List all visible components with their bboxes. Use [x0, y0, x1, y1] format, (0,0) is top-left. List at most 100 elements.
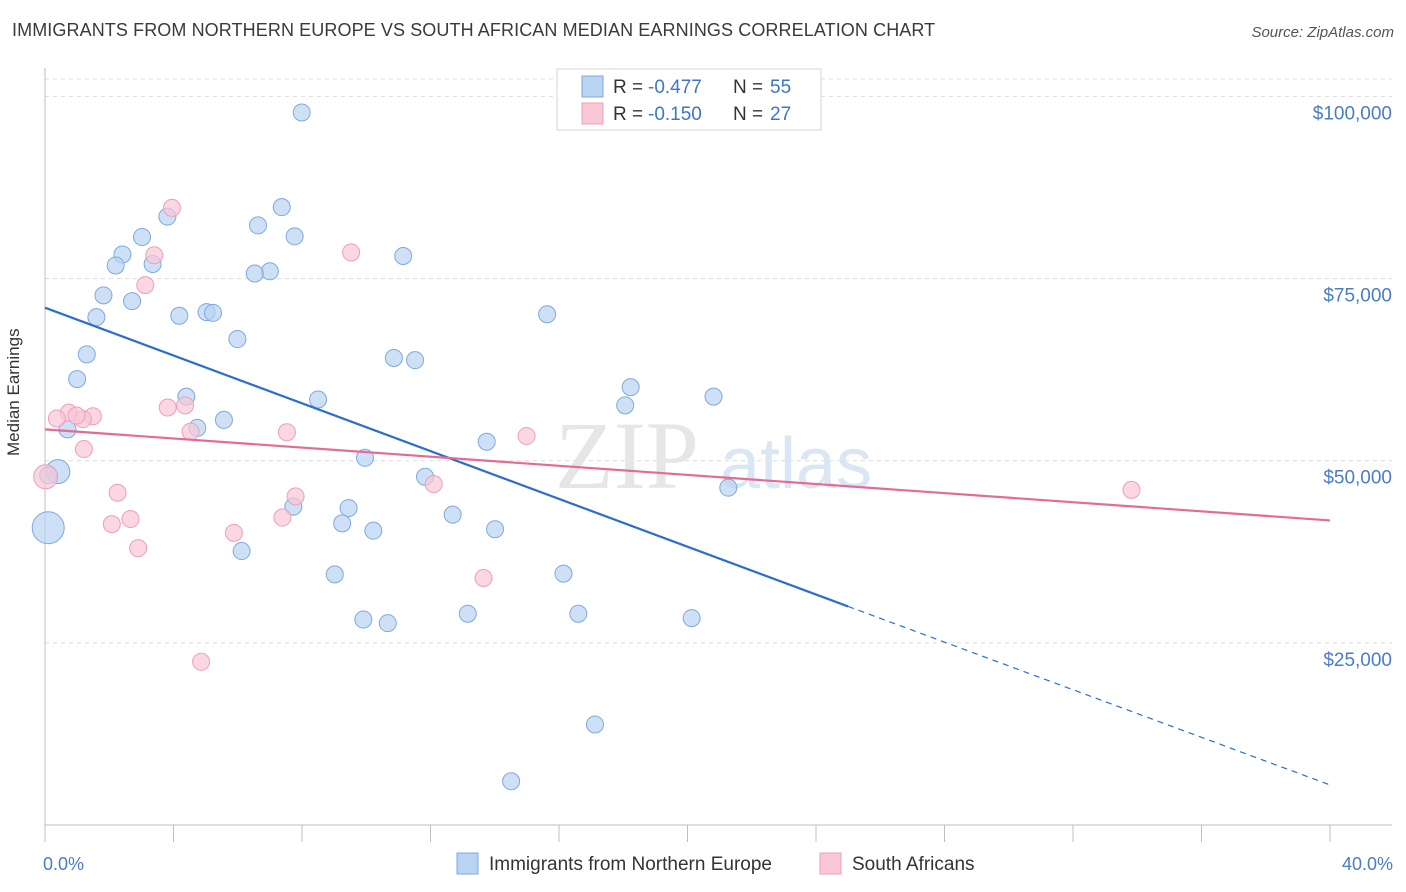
pink-point [474, 569, 493, 588]
legend-n-label-blue: N = [733, 77, 763, 98]
blue-point [31, 511, 65, 545]
blue-point [585, 715, 604, 734]
bottom-legend-swatch-blue [456, 852, 479, 875]
blue-point [502, 772, 521, 791]
legend-r-value-pink: -0.150 [648, 104, 702, 125]
blue-point [364, 521, 383, 540]
legend-swatch-blue [581, 75, 604, 98]
pink-point [181, 422, 200, 441]
blue-point [123, 292, 142, 311]
blue-point [214, 410, 233, 429]
y-tick-label: $25,000 [1323, 650, 1392, 671]
chart-title: IMMIGRANTS FROM NORTHERN EUROPE VS SOUTH… [12, 20, 936, 40]
pink-point [162, 198, 181, 217]
blue-point [378, 614, 397, 633]
blue-point [325, 565, 344, 584]
blue-point [569, 604, 588, 623]
pink-point [1122, 480, 1141, 499]
bottom-legend-swatch-pink [819, 852, 842, 875]
legend-swatch-pink [581, 102, 604, 125]
legend-n-label-pink: N = [733, 104, 763, 125]
y-tick-label: $75,000 [1323, 286, 1392, 307]
blue-trend-extension [847, 605, 1331, 786]
blue-point [384, 348, 403, 367]
pink-point [33, 464, 59, 490]
blue-point [443, 505, 462, 524]
blue-point [260, 262, 279, 281]
pink-point [286, 487, 305, 506]
blue-point [292, 103, 311, 122]
pink-point [192, 652, 211, 671]
blue-point [232, 542, 251, 561]
blue-point [133, 228, 152, 247]
blue-point [477, 432, 496, 451]
series-legend: Immigrants from Northern Europe South Af… [456, 852, 975, 875]
bottom-legend-label-blue: Immigrants from Northern Europe [489, 854, 772, 875]
blue-point [394, 246, 413, 265]
data-points [31, 103, 1141, 791]
legend-r-label-blue: R = [613, 77, 643, 98]
blue-point [538, 305, 557, 324]
pink-point [136, 276, 155, 295]
pink-point [102, 515, 121, 534]
pink-point [47, 409, 66, 428]
blue-point [285, 227, 304, 246]
blue-point [68, 370, 87, 389]
pink-point [342, 243, 361, 262]
blue-point [77, 345, 96, 364]
pink-point [273, 508, 292, 527]
blue-point [339, 499, 358, 518]
blue-point [354, 610, 373, 629]
blue-point [355, 448, 374, 467]
watermark: ZIP atlas [555, 402, 872, 509]
blue-point [458, 604, 477, 623]
blue-point [245, 264, 264, 283]
pink-point [158, 398, 177, 417]
axes [44, 68, 1392, 842]
blue-point [272, 198, 291, 217]
blue-point [406, 351, 425, 370]
pink-point [145, 246, 164, 265]
x-tick-label-start: 0.0% [43, 854, 84, 874]
pink-point [108, 483, 127, 502]
blue-point [616, 396, 635, 415]
blue-point [106, 256, 125, 275]
blue-point [248, 216, 267, 235]
y-tick-label: $50,000 [1323, 468, 1392, 489]
blue-point [204, 303, 223, 322]
watermark-zip: ZIP [555, 402, 699, 509]
blue-point [554, 564, 573, 583]
blue-point [682, 609, 701, 628]
source-label: Source: ZipAtlas.com [1251, 24, 1394, 41]
blue-point [486, 520, 505, 539]
pink-point [121, 510, 140, 528]
blue-point [719, 478, 738, 497]
pink-point [74, 440, 93, 459]
blue-point [94, 286, 113, 305]
legend-r-label-pink: R = [613, 104, 643, 125]
blue-point [704, 387, 723, 406]
blue-point [170, 306, 189, 325]
bottom-legend-label-pink: South Africans [852, 854, 975, 875]
legend-r-value-blue: -0.477 [648, 77, 702, 98]
pink-point [67, 406, 86, 425]
correlation-legend: R = -0.477 N = 55 R = -0.150 N = 27 [556, 68, 822, 131]
pink-point [517, 426, 536, 445]
pink-point [176, 396, 195, 415]
pink-point [277, 423, 296, 442]
pink-point [224, 523, 243, 542]
blue-point [333, 514, 352, 533]
y-tick-label: $100,000 [1313, 103, 1392, 124]
watermark-atlas: atlas [720, 424, 872, 504]
blue-point [228, 330, 247, 349]
legend-n-value-blue: 55 [770, 77, 791, 98]
blue-point [621, 378, 640, 397]
tick-labels: $25,000 $50,000 $75,000 $100,000 0.0% 40.0% [43, 103, 1393, 874]
blue-point [87, 308, 106, 327]
pink-trend-line [44, 428, 1331, 522]
blue-point [309, 390, 328, 409]
pink-point [129, 539, 148, 558]
legend-n-value-pink: 27 [770, 104, 791, 125]
x-tick-label-end: 40.0% [1342, 854, 1393, 874]
